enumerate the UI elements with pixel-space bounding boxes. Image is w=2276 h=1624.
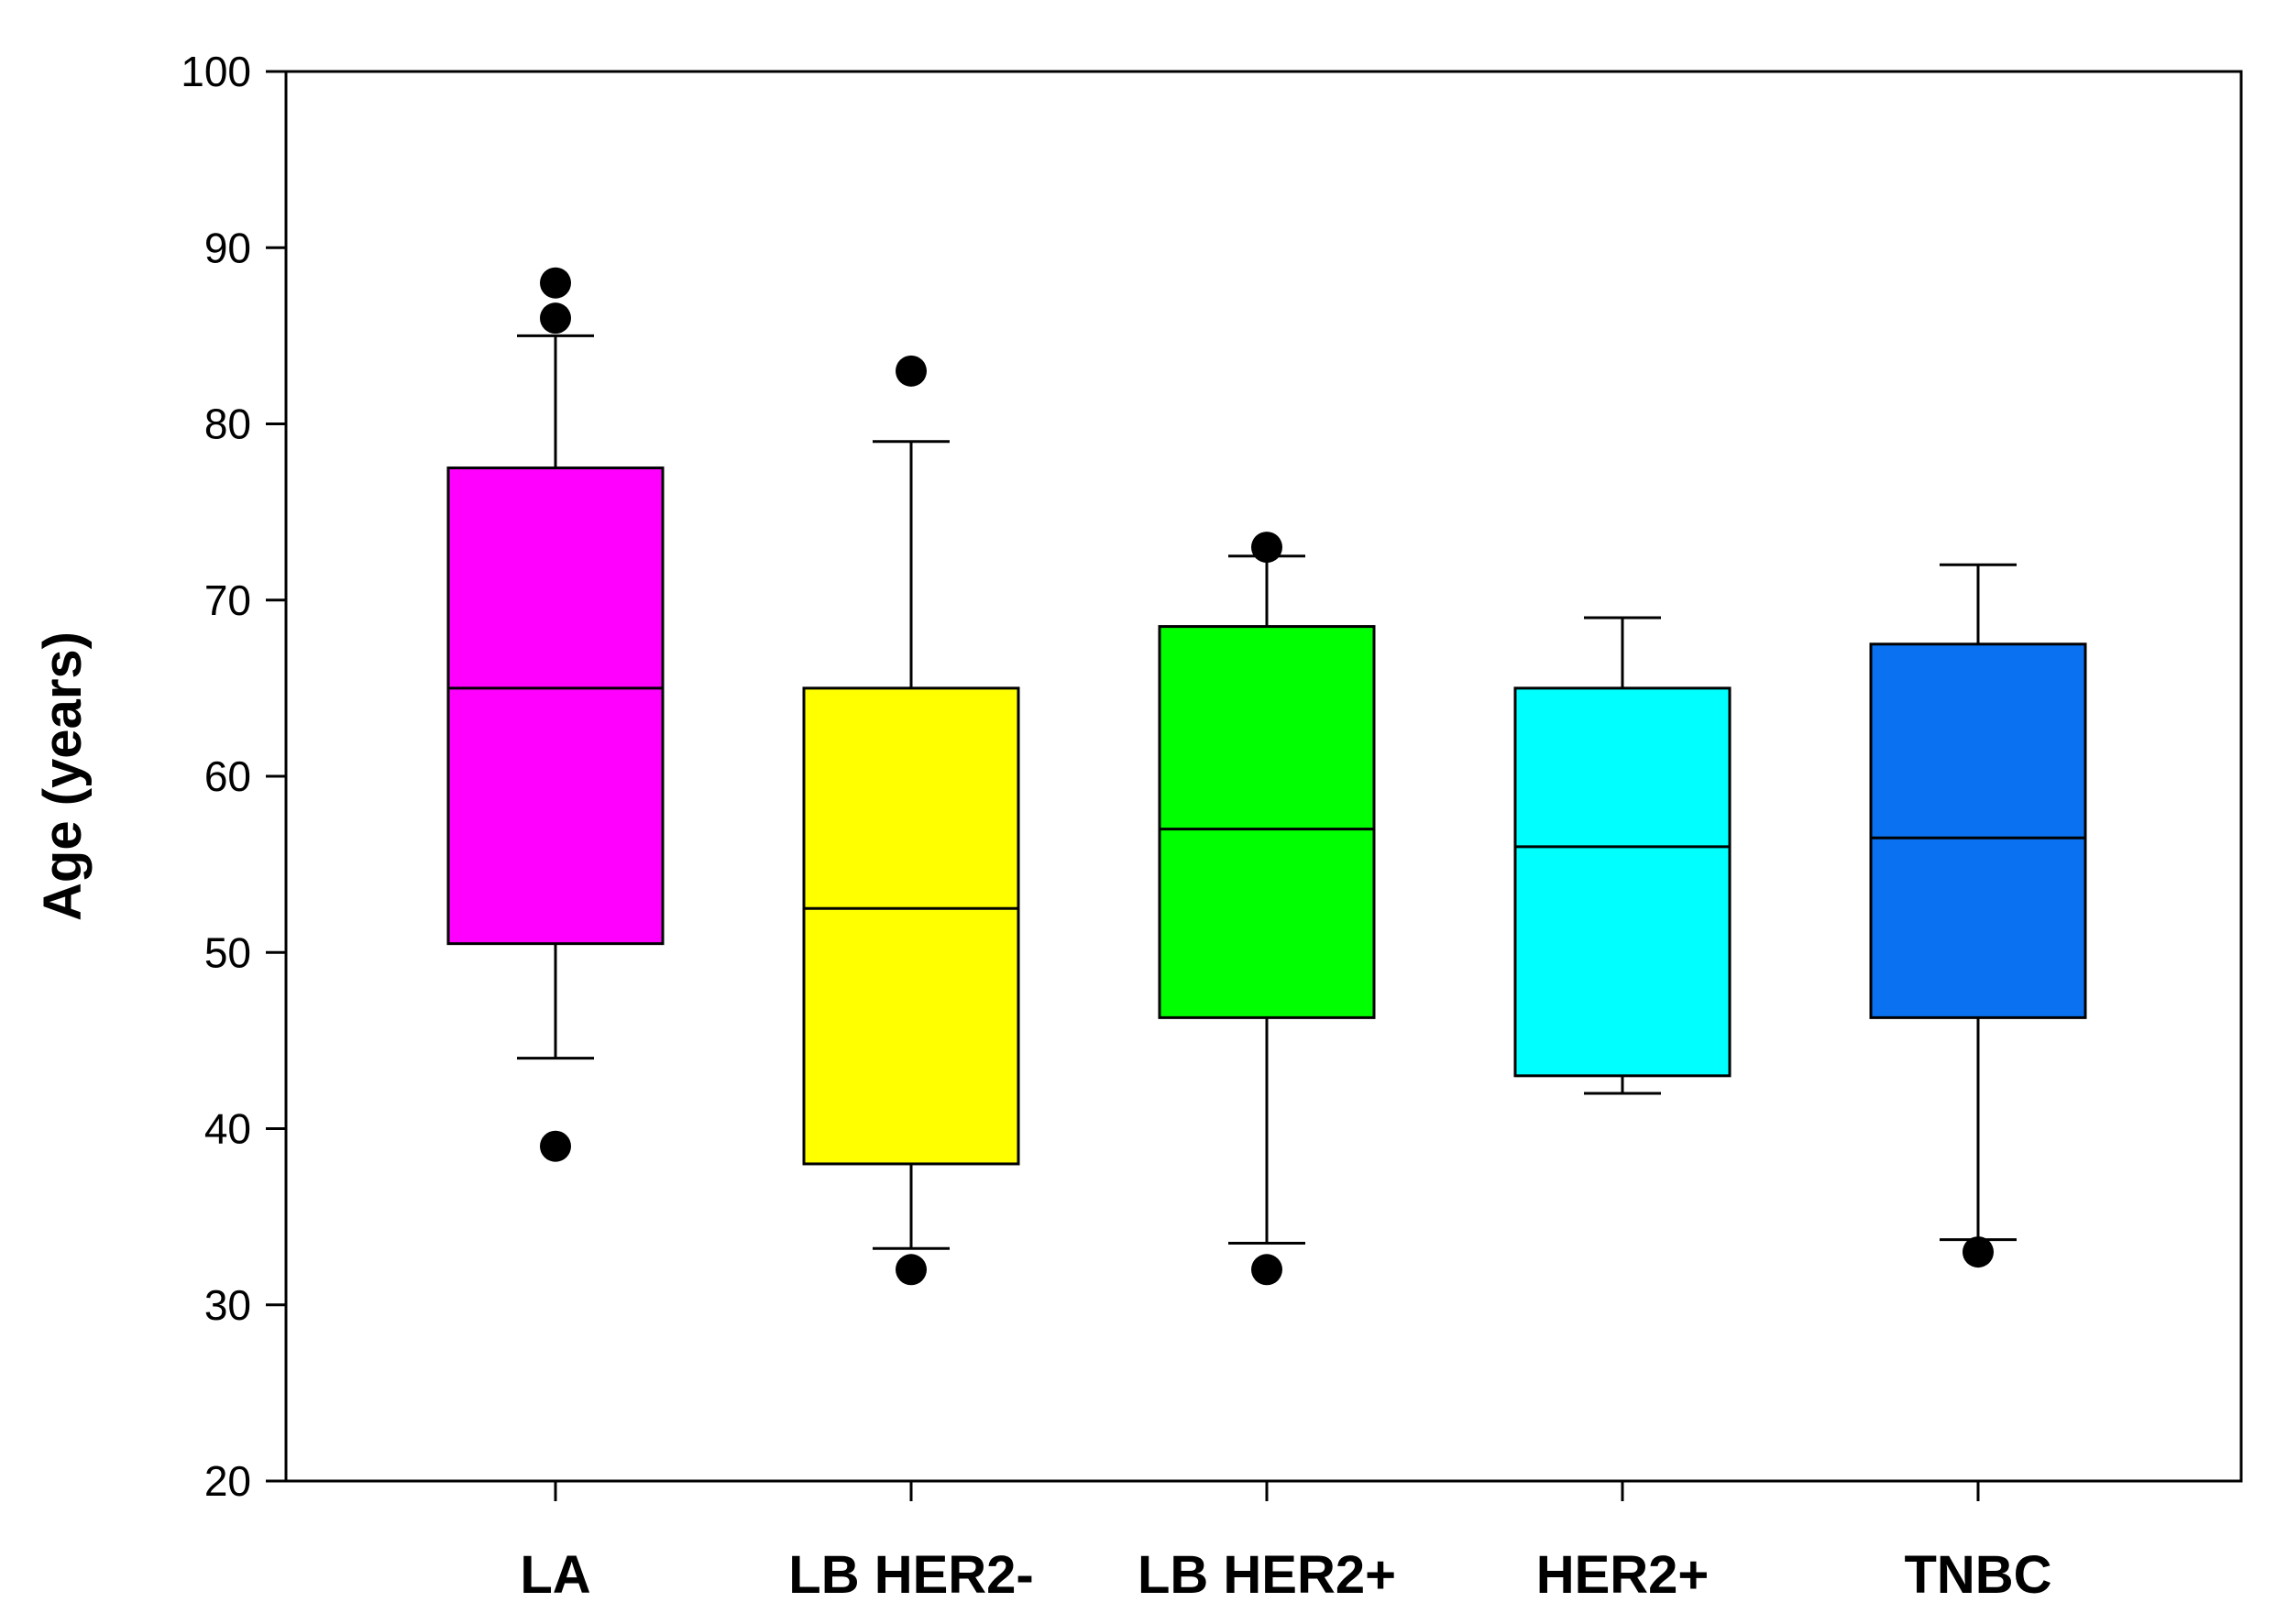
iqr-box bbox=[446, 466, 665, 946]
boxes-layer bbox=[446, 267, 2087, 1286]
y-tick-label: 30 bbox=[204, 1281, 251, 1329]
iqr-box bbox=[1869, 642, 2087, 1019]
box-group bbox=[802, 355, 1020, 1286]
y-tick-label: 60 bbox=[204, 752, 251, 800]
y-tick-label: 70 bbox=[204, 576, 251, 624]
x-category-label: TNBC bbox=[1904, 1545, 2051, 1605]
iqr-box bbox=[1158, 625, 1376, 1019]
y-tick-label: 80 bbox=[204, 401, 251, 448]
y-tick-label: 100 bbox=[181, 48, 251, 95]
outlier-point bbox=[540, 1130, 571, 1162]
outlier-point bbox=[1251, 532, 1282, 564]
x-category-label: HER2+ bbox=[1536, 1545, 1710, 1605]
outlier-point bbox=[1251, 1254, 1282, 1286]
outlier-point bbox=[896, 355, 927, 387]
outlier-point bbox=[540, 267, 571, 299]
box-group bbox=[446, 267, 665, 1162]
x-category-label: LB HER2+ bbox=[1138, 1545, 1396, 1605]
box-group bbox=[1513, 616, 1732, 1095]
x-category-label: LB HER2- bbox=[788, 1545, 1033, 1605]
box-group bbox=[1869, 563, 2087, 1268]
y-tick-label: 20 bbox=[204, 1457, 251, 1505]
x-axis: LA LB HER2- LB HER2+ HER2+ TNBC bbox=[520, 1481, 2052, 1605]
y-axis: 20 30 40 50 60 70 80 90 100 bbox=[181, 48, 286, 1505]
outlier-point bbox=[896, 1254, 927, 1286]
box-group bbox=[1158, 532, 1376, 1286]
y-tick-label: 40 bbox=[204, 1105, 251, 1153]
outlier-point bbox=[1963, 1236, 1994, 1268]
y-tick-label: 90 bbox=[204, 224, 251, 271]
y-tick-label: 50 bbox=[204, 928, 251, 976]
x-category-label: LA bbox=[520, 1545, 590, 1605]
y-axis-title: Age (years) bbox=[33, 631, 93, 921]
iqr-box bbox=[802, 686, 1020, 1166]
iqr-box bbox=[1513, 686, 1732, 1078]
outlier-point bbox=[540, 302, 571, 335]
